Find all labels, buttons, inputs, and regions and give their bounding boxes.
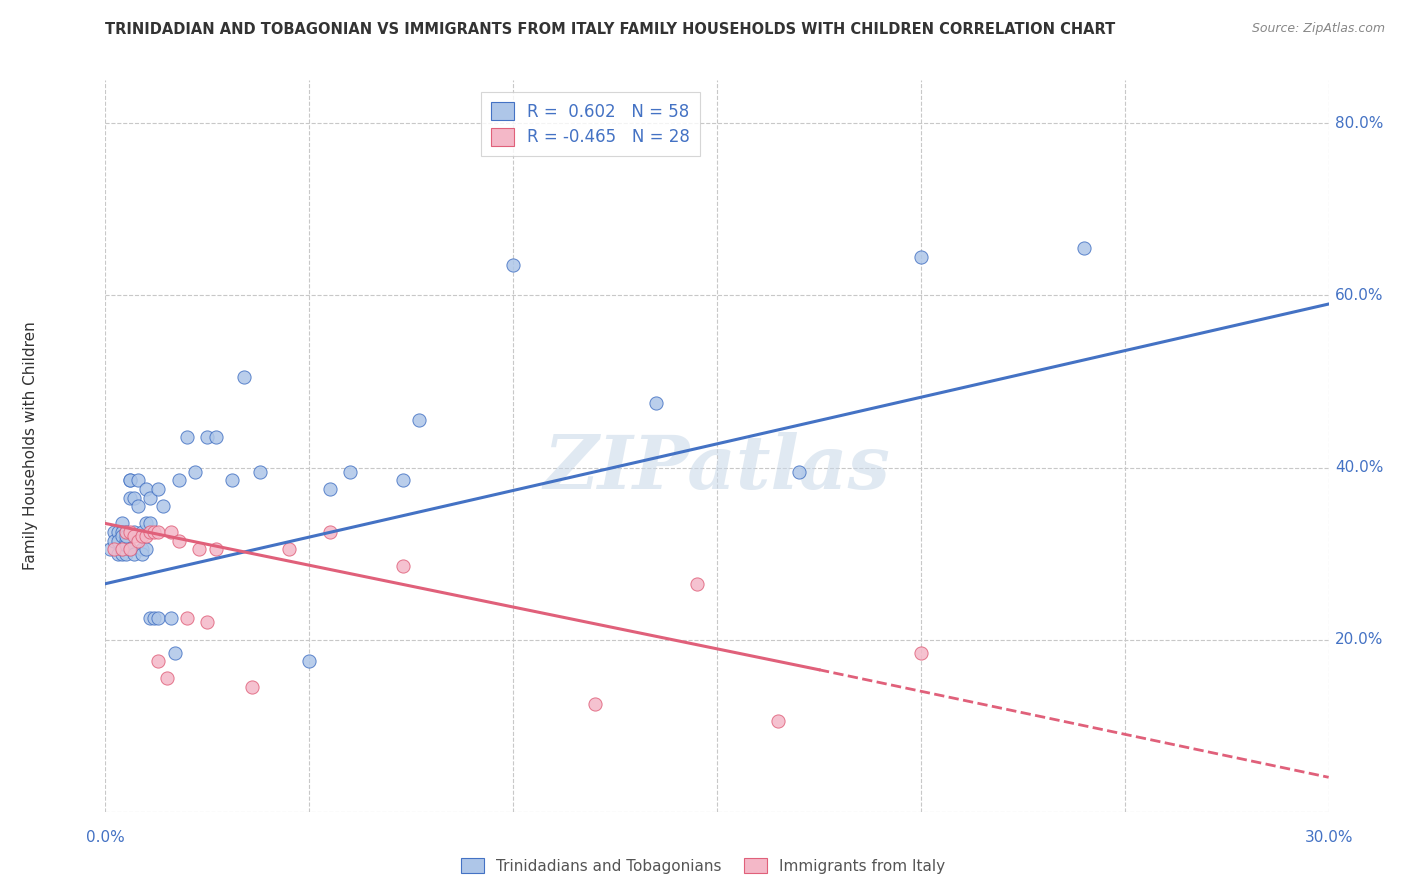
Text: 30.0%: 30.0% <box>1305 830 1353 845</box>
Point <box>233 370 256 384</box>
Point <box>204 542 226 557</box>
Point <box>910 646 932 660</box>
Point <box>135 482 157 496</box>
Point <box>127 474 149 488</box>
Text: 40.0%: 40.0% <box>1334 460 1384 475</box>
Point <box>103 542 125 557</box>
Point <box>135 529 157 543</box>
Point <box>318 524 342 539</box>
Point <box>122 547 145 561</box>
Point <box>139 491 162 505</box>
Point <box>115 547 138 561</box>
Point <box>1073 241 1095 255</box>
Point <box>408 413 430 427</box>
Point <box>221 474 243 488</box>
Point <box>152 500 174 514</box>
Point <box>139 524 162 539</box>
Legend: R =  0.602   N = 58, R = -0.465   N = 28: R = 0.602 N = 58, R = -0.465 N = 28 <box>481 92 700 156</box>
Text: Source: ZipAtlas.com: Source: ZipAtlas.com <box>1251 22 1385 36</box>
Point <box>318 482 342 496</box>
Point <box>148 482 170 496</box>
Point <box>115 529 138 543</box>
Point <box>768 714 790 729</box>
Text: 0.0%: 0.0% <box>86 830 125 845</box>
Point <box>98 542 121 557</box>
Point <box>131 547 153 561</box>
Point <box>787 465 810 479</box>
Point <box>131 524 153 539</box>
Point <box>155 671 177 685</box>
Point <box>195 615 219 630</box>
Point <box>135 542 157 557</box>
Point <box>240 680 263 694</box>
Point <box>131 529 153 543</box>
Point <box>111 529 134 543</box>
Point <box>204 430 226 444</box>
Point <box>139 611 162 625</box>
Point <box>278 542 301 557</box>
Point <box>122 524 145 539</box>
Point <box>107 547 129 561</box>
Point <box>159 611 181 625</box>
Point <box>111 547 134 561</box>
Point <box>111 524 134 539</box>
Text: 20.0%: 20.0% <box>1334 632 1384 647</box>
Text: 60.0%: 60.0% <box>1334 288 1384 303</box>
Point <box>118 474 141 488</box>
Point <box>118 491 141 505</box>
Point <box>115 533 138 548</box>
Point <box>118 542 141 557</box>
Text: TRINIDADIAN AND TOBAGONIAN VS IMMIGRANTS FROM ITALY FAMILY HOUSEHOLDS WITH CHILD: TRINIDADIAN AND TOBAGONIAN VS IMMIGRANTS… <box>105 22 1116 37</box>
Point <box>188 542 211 557</box>
Point <box>143 524 166 539</box>
Point <box>392 474 415 488</box>
Point <box>111 516 134 531</box>
Point <box>148 611 170 625</box>
Point <box>131 542 153 557</box>
Point <box>103 533 125 548</box>
Point <box>118 474 141 488</box>
Point <box>103 524 125 539</box>
Point <box>686 576 709 591</box>
Point <box>176 430 198 444</box>
Point <box>115 538 138 552</box>
Point <box>135 516 157 531</box>
Point <box>176 611 198 625</box>
Point <box>184 465 207 479</box>
Point <box>195 430 219 444</box>
Point <box>122 491 145 505</box>
Point <box>115 524 138 539</box>
Point <box>107 524 129 539</box>
Point <box>127 533 149 548</box>
Point <box>148 654 170 668</box>
Point <box>583 697 606 711</box>
Point <box>644 396 668 410</box>
Point <box>339 465 361 479</box>
Text: 80.0%: 80.0% <box>1334 116 1384 131</box>
Point <box>298 654 321 668</box>
Point <box>163 646 186 660</box>
Point <box>910 250 932 264</box>
Point <box>111 542 134 557</box>
Point <box>159 524 181 539</box>
Text: Family Households with Children: Family Households with Children <box>24 322 38 570</box>
Point <box>148 524 170 539</box>
Point <box>122 529 145 543</box>
Point <box>107 533 129 548</box>
Point <box>118 524 141 539</box>
Point <box>392 559 415 574</box>
Legend: Trinidadians and Tobagonians, Immigrants from Italy: Trinidadians and Tobagonians, Immigrants… <box>454 852 952 880</box>
Point <box>143 611 166 625</box>
Point <box>139 516 162 531</box>
Point <box>115 524 138 539</box>
Point <box>249 465 271 479</box>
Point <box>111 542 134 557</box>
Point <box>502 258 524 272</box>
Point <box>118 542 141 557</box>
Point <box>127 500 149 514</box>
Text: ZIPatlas: ZIPatlas <box>544 432 890 504</box>
Point <box>167 533 190 548</box>
Point <box>167 474 190 488</box>
